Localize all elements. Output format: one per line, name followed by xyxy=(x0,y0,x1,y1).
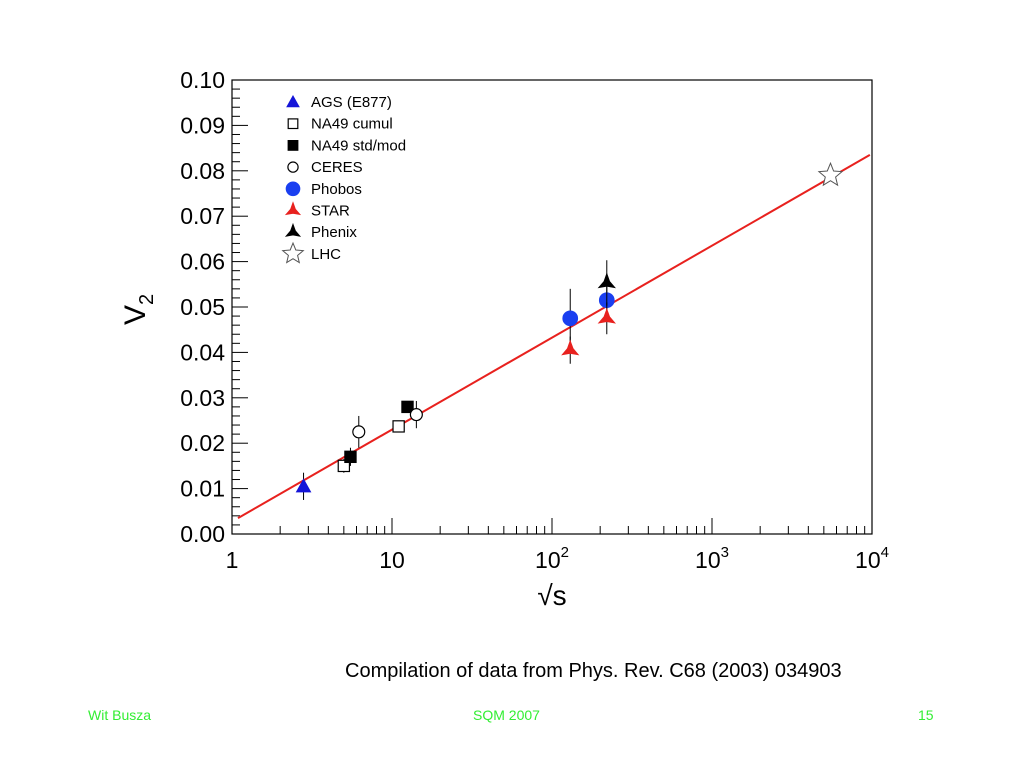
data-point xyxy=(817,161,844,187)
legend-label: NA49 std/mod xyxy=(311,137,406,154)
footer-author: Wit Busza xyxy=(88,707,152,723)
legend-label: LHC xyxy=(311,246,341,263)
y-tick-label: 0.10 xyxy=(180,67,225,93)
footer-conference: SQM 2007 xyxy=(473,707,540,723)
data-point xyxy=(337,459,351,473)
chart-plot: 0.00 0.01 0.02 0.03 0.04 0.05 0.06 0.07 0.08 0.09… xyxy=(119,67,889,611)
data-point xyxy=(344,450,357,464)
footer-page-number: 15 xyxy=(918,707,934,723)
legend-marker xyxy=(286,94,300,108)
legend-marker xyxy=(284,222,302,237)
legend-marker xyxy=(284,201,302,216)
data-point xyxy=(352,425,366,439)
y-tick-label: 0.01 xyxy=(180,476,225,502)
legend-label: NA49 cumul xyxy=(311,116,393,133)
legend-marker xyxy=(287,140,299,151)
data-point xyxy=(409,408,423,422)
x-tick-label: 102 xyxy=(535,544,569,573)
y-tick-label: 0.00 xyxy=(180,521,225,547)
x-tick-label: 104 xyxy=(855,544,889,573)
legend-marker xyxy=(285,181,301,197)
x-tick-label: 103 xyxy=(695,544,729,573)
legend-marker xyxy=(281,241,305,264)
y-tick-label: 0.06 xyxy=(180,249,225,275)
y-tick-label: 0.05 xyxy=(180,294,225,320)
chart-caption: Compilation of data from Phys. Rev. C68 … xyxy=(345,660,842,682)
y-tick-label: 0.07 xyxy=(180,203,225,229)
data-point xyxy=(597,307,616,324)
y-tick-label: 0.02 xyxy=(180,430,225,456)
y-tick-label: 0.08 xyxy=(180,158,225,184)
x-tick-label: 1 xyxy=(226,547,239,573)
data-point xyxy=(401,400,414,414)
legend-label: Phobos xyxy=(311,181,362,198)
legend-label: Phenix xyxy=(311,224,357,241)
data-point xyxy=(597,272,616,289)
y-axis-label: V2 xyxy=(119,294,158,325)
data-point xyxy=(562,310,579,327)
fit-line xyxy=(237,154,871,519)
legend-marker xyxy=(287,161,299,173)
y-tick-label: 0.09 xyxy=(180,112,225,138)
data-point xyxy=(295,478,312,493)
data-point xyxy=(392,420,405,433)
x-tick-label: 10 xyxy=(379,547,405,573)
x-axis-label: √s xyxy=(537,580,566,611)
legend-label: STAR xyxy=(311,203,350,220)
y-tick-label: 0.04 xyxy=(180,339,225,365)
legend-label: AGS (E877) xyxy=(311,94,392,111)
data-point xyxy=(561,339,580,356)
y-tick-label: 0.03 xyxy=(180,385,225,411)
legend-marker xyxy=(287,118,299,130)
legend-label: CERES xyxy=(311,159,363,176)
